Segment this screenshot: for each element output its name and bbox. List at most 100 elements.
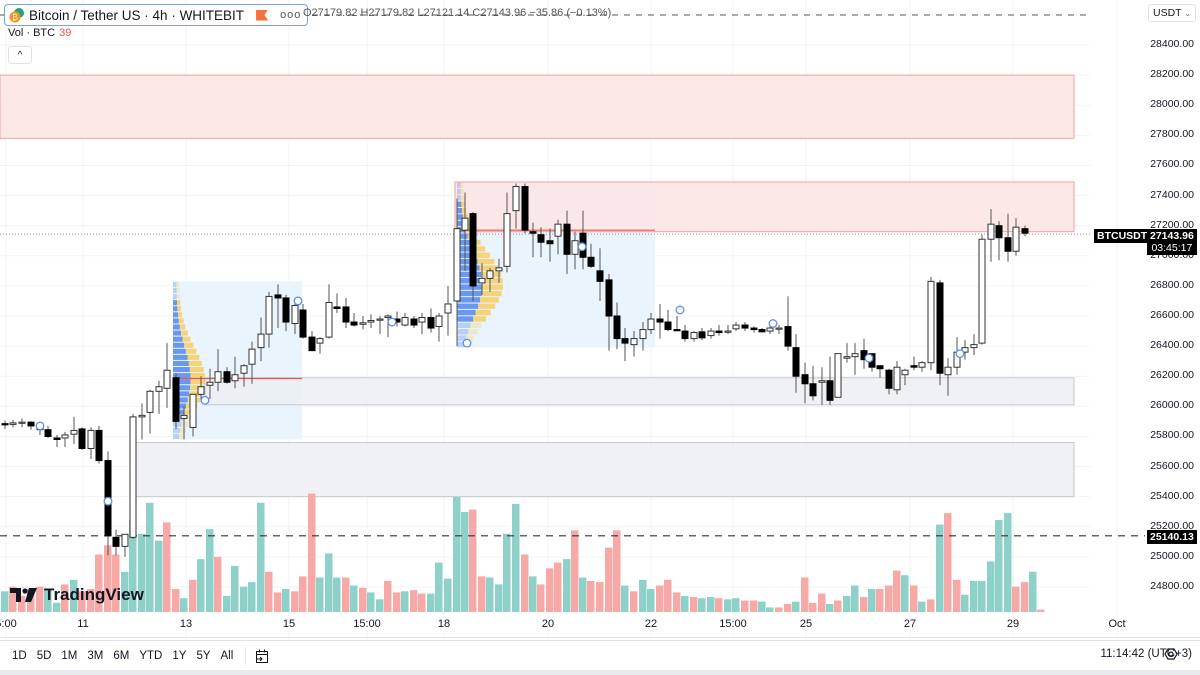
price-axis-label: 24800.00 (1150, 580, 1194, 593)
candle-body (9, 422, 17, 425)
chevron-up-icon: ^ (17, 49, 23, 61)
price-axis-label: 25600.00 (1150, 459, 1194, 472)
volume-bar (333, 577, 341, 612)
volume-bar (214, 556, 222, 612)
volume-profile-bar (173, 306, 178, 312)
symbol-legend[interactable]: ₿ Bitcoin / Tether US · 4h · WHITEBIT oo… (4, 4, 309, 26)
candle-body (621, 338, 629, 344)
go-to-date-icon[interactable] (254, 648, 270, 664)
volume-bar (299, 576, 307, 612)
range-button-6m[interactable]: 6M (113, 650, 130, 662)
volume-legend[interactable]: Vol · BTC 39 (8, 27, 71, 39)
range-button-1m[interactable]: 1M (61, 650, 78, 662)
candle-body (240, 365, 248, 374)
time-axis-label: 29 (1006, 618, 1020, 630)
volume-profile-bar (173, 373, 191, 379)
chart-settings-icon[interactable] (1164, 647, 1178, 661)
candle-body (1012, 226, 1020, 252)
volume-profile-bar (173, 391, 190, 397)
candle-body (376, 318, 384, 321)
range-button-5d[interactable]: 5D (36, 650, 52, 662)
more-options-icon[interactable]: ooo (280, 9, 302, 21)
range-button-3m[interactable]: 3M (87, 650, 104, 662)
volume-profile-bar (181, 330, 188, 336)
volume-bar (953, 579, 961, 612)
volume-profile-bar (173, 433, 179, 439)
symbol-price-tag: BTCUSDT (1094, 229, 1151, 243)
volume-profile-bar (173, 281, 177, 287)
candle-body (333, 306, 341, 309)
volume-profile-bar (457, 207, 463, 214)
candle-body (180, 414, 188, 419)
demand-zone (134, 441, 1075, 498)
candle-body (503, 213, 511, 267)
volume-profile-bar (482, 284, 503, 290)
currency-label: USDT (1153, 7, 1182, 19)
volume-bar (248, 582, 256, 612)
currency-dropdown[interactable]: USDT ⌄ (1148, 4, 1196, 22)
collapse-legend-button[interactable]: ^ (8, 46, 32, 64)
volume-profile-bar (457, 322, 471, 329)
candle-body (359, 322, 367, 325)
volume-profile-bar (173, 427, 181, 433)
price-axis-label: 27200.00 (1150, 218, 1194, 231)
volume-bar (750, 600, 758, 612)
volume-profile-bar (173, 294, 177, 300)
time-axis-label: 5:00 (0, 618, 17, 630)
volume-bar (741, 600, 749, 612)
volume-profile-bar (457, 195, 461, 201)
candle-body (792, 347, 800, 377)
volume-bar (868, 589, 876, 612)
volume-bar (664, 579, 672, 612)
range-button-all[interactable]: All (220, 650, 234, 662)
clock-timezone[interactable]: 11:14:42 (UTC+3) (1100, 648, 1192, 660)
volume-bar (512, 503, 520, 612)
volume-profile-bar (182, 336, 191, 342)
volume-bar (1004, 513, 1012, 612)
candle-body (78, 428, 86, 450)
candle-body (453, 228, 461, 302)
range-button-1d[interactable]: 1D (12, 650, 27, 662)
volume-bar (1021, 582, 1029, 612)
range-button-5y[interactable]: 5Y (196, 650, 211, 662)
price-chart[interactable] (0, 0, 1200, 640)
flag-icon[interactable] (256, 9, 269, 21)
time-axis-label: 13 (179, 618, 193, 630)
current-price: 27143.96 (1150, 230, 1194, 242)
volume-profile-bar (460, 188, 464, 195)
candle-body (121, 533, 129, 547)
candle-body (656, 318, 664, 323)
candle-body (784, 326, 792, 347)
volume-bar (944, 513, 952, 612)
candle-body (664, 321, 672, 331)
volume-bar (240, 586, 248, 612)
candle-body (495, 267, 503, 272)
time-axis-label: 11 (77, 618, 89, 630)
volume-bar (1029, 571, 1037, 612)
volume-profile-bar (190, 373, 205, 379)
candle-body (146, 390, 154, 413)
candle-body (401, 317, 409, 326)
volume-bar (563, 559, 571, 612)
range-button-1y[interactable]: 1Y (172, 650, 187, 662)
volume-bar (918, 601, 926, 612)
time-axis-label: 15 (282, 618, 296, 630)
volume-bar (478, 576, 486, 612)
alert-circle-marker (768, 319, 778, 328)
candle-body (87, 429, 95, 450)
price-axis-label: 28200.00 (1150, 68, 1194, 81)
volume-bar (325, 553, 333, 612)
volume-bar (724, 599, 732, 612)
volume-bar (427, 593, 435, 612)
volume-profile-bar (178, 318, 184, 324)
volume-bar (1037, 609, 1045, 612)
candle-body (681, 330, 689, 340)
range-button-ytd[interactable]: YTD (139, 650, 163, 662)
candle-body (223, 371, 231, 383)
volume-bar (172, 589, 180, 612)
volume-bar (851, 585, 859, 612)
candle-body (944, 366, 952, 376)
candle-body (291, 304, 299, 325)
volume-bar (180, 598, 188, 612)
candle-body (876, 365, 884, 370)
